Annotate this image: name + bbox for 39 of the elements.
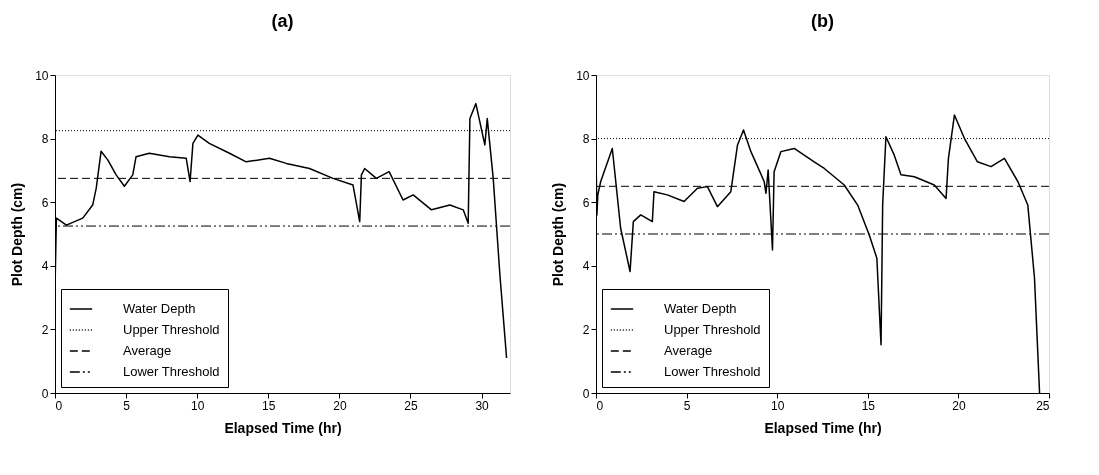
y-axis-title: Plot Depth (cm)	[9, 182, 26, 287]
x-tick-label: 10	[191, 398, 205, 413]
x-tick-label: 5	[683, 398, 691, 413]
x-tick-label: 25	[404, 398, 418, 413]
y-tick-label: 8	[582, 132, 590, 147]
y-axis-title: Plot Depth (cm)	[550, 182, 567, 287]
legend-label: Upper Threshold	[123, 322, 220, 337]
legend-label: Lower Threshold	[123, 364, 220, 379]
y-tick-label: 2	[41, 322, 49, 337]
y-tick-label: 0	[582, 386, 590, 401]
y-tick-label: 2	[582, 322, 590, 337]
y-tick-label: 6	[582, 195, 590, 210]
legend-label: Average	[123, 343, 172, 358]
x-tick-label: 15	[861, 398, 876, 413]
x-tick-label: 30	[475, 398, 490, 413]
y-tick-label: 8	[41, 132, 49, 147]
chart-title: (b)	[811, 11, 834, 31]
x-tick-label: 25	[1036, 398, 1050, 413]
x-tick-label: 0	[55, 398, 63, 413]
y-tick-label: 10	[576, 68, 590, 83]
legend-label: Water Depth	[123, 301, 196, 316]
legend-label: Average	[664, 343, 713, 358]
y-tick-label: 0	[41, 386, 49, 401]
chart-title: (a)	[271, 11, 294, 31]
y-tick-label: 6	[41, 195, 49, 210]
x-tick-label: 15	[262, 398, 276, 413]
y-tick-label: 4	[41, 259, 49, 274]
y-tick-label: 4	[582, 259, 590, 274]
y-tick-label: 10	[35, 68, 49, 83]
legend-label: Water Depth	[664, 301, 737, 316]
x-tick-label: 0	[596, 398, 604, 413]
legend-label: Upper Threshold	[664, 322, 761, 337]
x-tick-label: 20	[333, 398, 347, 413]
legend-label: Lower Threshold	[664, 364, 761, 379]
x-tick-label: 20	[952, 398, 966, 413]
x-tick-label: 10	[771, 398, 785, 413]
x-tick-label: 5	[123, 398, 131, 413]
x-axis-title: Elapsed Time (hr)	[224, 419, 342, 436]
x-axis-title: Elapsed Time (hr)	[764, 419, 882, 436]
